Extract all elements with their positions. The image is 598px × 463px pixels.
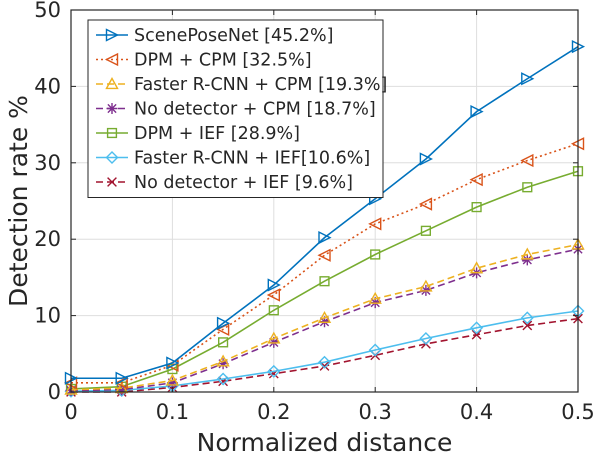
legend-label: ScenePoseNet [45.2%] xyxy=(134,26,333,46)
data-point xyxy=(418,197,433,211)
data-point xyxy=(368,291,382,304)
data-point xyxy=(166,356,180,370)
data-point xyxy=(520,311,534,325)
data-point xyxy=(217,358,229,370)
y-tick-label: 50 xyxy=(34,0,61,22)
data-point xyxy=(471,329,482,340)
x-tick-label: 0.1 xyxy=(156,400,189,424)
data-point xyxy=(317,310,332,323)
data-point xyxy=(319,276,330,287)
y-tick-label: 10 xyxy=(34,304,61,328)
legend: ScenePoseNet [45.2%] DPM + CPM [32.5%] Fas… xyxy=(87,19,387,198)
data-point xyxy=(217,337,229,348)
legend-marker xyxy=(106,103,118,114)
data-point xyxy=(520,153,534,168)
data-point xyxy=(368,343,382,357)
data-point xyxy=(114,376,128,390)
data-point xyxy=(317,248,331,262)
data-point xyxy=(419,332,433,346)
data-point xyxy=(216,372,230,386)
legend-item: DPM + IEF [28.9%] xyxy=(96,124,300,144)
y-tick-label: 0 xyxy=(48,380,61,404)
x-tick-label: 0.3 xyxy=(358,400,391,424)
y-axis-title: Detection rate % xyxy=(4,95,33,307)
data-point xyxy=(267,364,281,378)
legend-label: DPM + IEF [28.9%] xyxy=(134,124,300,144)
data-point xyxy=(521,254,533,266)
data-point xyxy=(521,72,535,86)
legend-box xyxy=(87,19,384,198)
legend-label: No detector + IEF [9.6%] xyxy=(134,173,353,193)
legend-marker xyxy=(105,151,119,164)
legend-marker xyxy=(105,77,119,90)
legend-item: No detector + IEF [9.6%] xyxy=(96,173,353,193)
data-point xyxy=(267,331,281,344)
legend-marker xyxy=(104,52,119,67)
data-point xyxy=(370,249,381,260)
legend-marker xyxy=(105,28,120,42)
data-point xyxy=(522,320,533,331)
data-point xyxy=(470,104,484,119)
data-point xyxy=(115,371,129,385)
legend-marker xyxy=(106,127,118,139)
data-point xyxy=(419,152,433,166)
legend-label: No detector + CPM [18.7%] xyxy=(134,100,376,120)
data-point xyxy=(267,278,281,292)
data-point xyxy=(116,384,128,396)
data-point xyxy=(470,321,484,335)
data-point xyxy=(471,202,482,213)
legend-label: Faster R-CNN + CPM [19.3%] xyxy=(134,75,387,95)
data-point xyxy=(520,247,534,260)
series-line xyxy=(71,45,579,380)
axes-frame xyxy=(70,9,579,393)
data-point xyxy=(318,355,331,369)
data-point xyxy=(522,182,533,193)
legend-item: Faster R-CNN + IEF[10.6%] xyxy=(96,149,370,169)
series-line xyxy=(70,170,579,390)
data-point xyxy=(216,354,230,367)
x-tick-label: 0 xyxy=(64,400,77,424)
axes: 0 0.1 0.2 0.3 0.4 0.5 0 10 20 30 40 50 xyxy=(34,0,594,424)
data-point xyxy=(165,373,180,386)
data-point xyxy=(368,217,382,231)
y-tick-label: 20 xyxy=(34,227,61,251)
x-tick-label: 0.5 xyxy=(561,400,594,424)
legend-marker xyxy=(107,177,117,187)
data-point xyxy=(167,363,178,375)
series-line xyxy=(70,243,579,391)
x-axis-title: Normalized distance xyxy=(197,428,453,457)
legend-label: Faster R-CNN + IEF[10.6%] xyxy=(134,149,370,169)
series-line xyxy=(70,310,579,393)
data-point xyxy=(64,382,78,395)
series-line xyxy=(71,142,579,384)
plot-series xyxy=(63,40,586,398)
y-tick-label: 30 xyxy=(34,151,61,175)
data-point xyxy=(420,225,432,236)
x-tick-label: 0.4 xyxy=(460,400,493,424)
x-tick-label: 0.2 xyxy=(257,400,290,424)
data-point xyxy=(419,279,433,292)
data-point xyxy=(216,316,231,330)
data-point xyxy=(318,231,332,245)
data-point xyxy=(268,305,279,316)
data-point xyxy=(469,261,484,274)
legend-item: ScenePoseNet [45.2%] xyxy=(96,26,333,46)
legend-label: DPM + CPM [32.5%] xyxy=(134,51,312,71)
data-point xyxy=(166,377,178,389)
legend-item: No detector + CPM [18.7%] xyxy=(96,100,376,120)
data-point xyxy=(469,172,483,187)
legend-item: DPM + CPM [32.5%] xyxy=(96,51,312,71)
legend-item: Faster R-CNN + CPM [19.3%] xyxy=(96,75,387,95)
y-tick-label: 40 xyxy=(34,74,61,98)
data-point xyxy=(266,288,280,302)
